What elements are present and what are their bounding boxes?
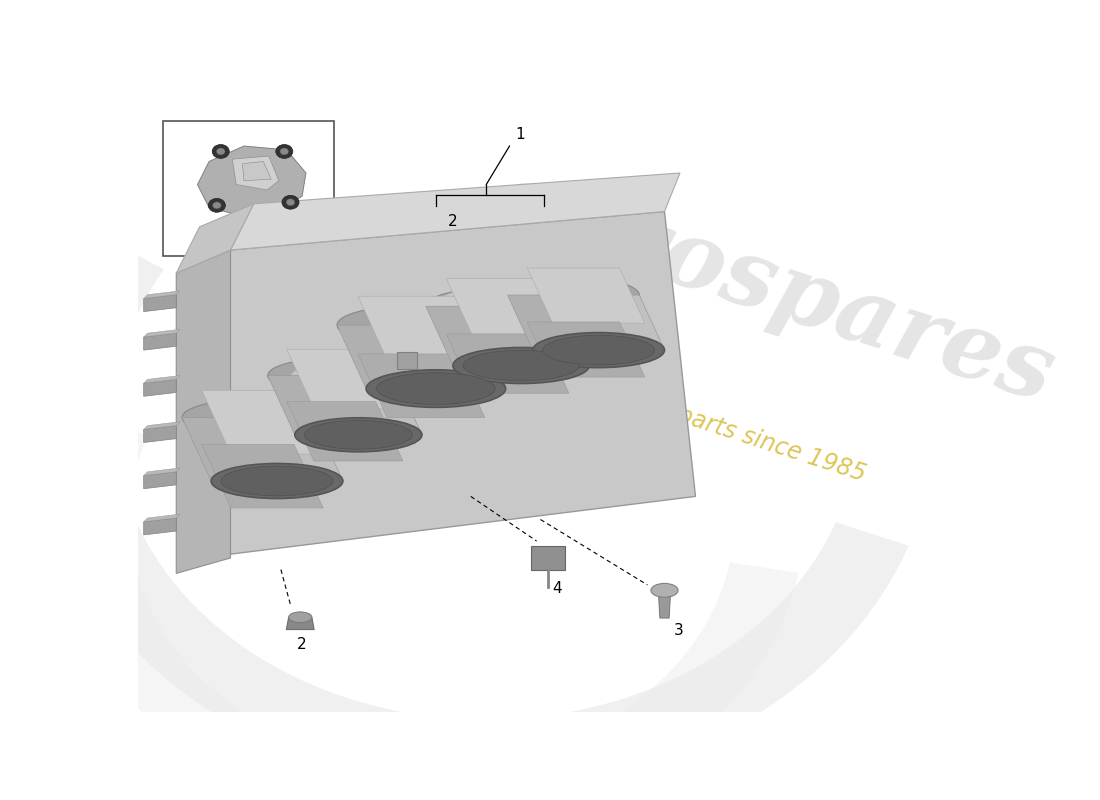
Ellipse shape [288, 612, 312, 622]
Polygon shape [144, 468, 180, 476]
Polygon shape [144, 426, 176, 442]
Polygon shape [199, 211, 695, 558]
Ellipse shape [280, 148, 288, 155]
Polygon shape [144, 518, 176, 535]
Polygon shape [144, 379, 176, 396]
Text: 1: 1 [516, 127, 526, 142]
Polygon shape [447, 334, 569, 394]
Polygon shape [144, 375, 180, 383]
Polygon shape [358, 354, 485, 418]
Polygon shape [287, 402, 403, 461]
Ellipse shape [305, 421, 412, 449]
Polygon shape [658, 590, 671, 618]
Ellipse shape [208, 198, 226, 212]
Polygon shape [242, 162, 271, 181]
Ellipse shape [282, 195, 299, 209]
Ellipse shape [453, 347, 590, 383]
Ellipse shape [337, 306, 476, 344]
Polygon shape [337, 325, 436, 389]
Ellipse shape [212, 145, 229, 158]
Ellipse shape [221, 466, 333, 496]
Ellipse shape [295, 418, 422, 452]
Polygon shape [397, 353, 417, 370]
Ellipse shape [507, 278, 639, 313]
Polygon shape [201, 390, 323, 454]
Polygon shape [183, 418, 277, 481]
Polygon shape [573, 295, 664, 350]
Text: 4: 4 [552, 581, 562, 596]
Ellipse shape [651, 583, 678, 598]
Polygon shape [198, 146, 306, 215]
Polygon shape [494, 306, 590, 366]
Ellipse shape [183, 400, 314, 435]
Polygon shape [144, 291, 180, 298]
Ellipse shape [366, 370, 506, 407]
Polygon shape [531, 546, 565, 570]
Text: 3: 3 [674, 623, 683, 638]
Polygon shape [507, 295, 598, 350]
Polygon shape [231, 173, 680, 250]
Ellipse shape [532, 333, 664, 368]
Polygon shape [248, 418, 343, 481]
Polygon shape [350, 302, 415, 414]
Ellipse shape [211, 463, 343, 498]
Polygon shape [144, 422, 180, 430]
Text: eurospares: eurospares [481, 155, 1065, 422]
Ellipse shape [542, 335, 654, 365]
Polygon shape [144, 330, 180, 337]
Polygon shape [60, 414, 799, 800]
Polygon shape [232, 156, 279, 190]
Polygon shape [201, 445, 323, 508]
Ellipse shape [426, 288, 562, 324]
Polygon shape [287, 350, 403, 409]
Text: a passion for parts since 1985: a passion for parts since 1985 [522, 353, 869, 486]
Polygon shape [144, 333, 176, 350]
Polygon shape [144, 472, 176, 489]
Polygon shape [267, 354, 339, 459]
Polygon shape [527, 268, 645, 323]
Polygon shape [358, 296, 485, 360]
Ellipse shape [376, 373, 495, 405]
Polygon shape [176, 250, 231, 574]
Ellipse shape [463, 350, 579, 381]
Polygon shape [515, 274, 579, 343]
Polygon shape [331, 375, 422, 435]
Text: 2: 2 [297, 638, 307, 652]
Ellipse shape [217, 148, 226, 155]
Polygon shape [527, 322, 645, 377]
Polygon shape [286, 618, 315, 630]
Ellipse shape [212, 202, 221, 209]
Polygon shape [36, 234, 909, 789]
Polygon shape [144, 514, 180, 522]
Ellipse shape [276, 145, 293, 158]
Polygon shape [426, 306, 521, 366]
Polygon shape [144, 294, 176, 311]
Polygon shape [428, 284, 501, 366]
Ellipse shape [267, 358, 395, 393]
Ellipse shape [286, 198, 295, 206]
Polygon shape [407, 325, 506, 389]
Polygon shape [176, 204, 254, 273]
Polygon shape [447, 278, 569, 338]
Polygon shape [267, 375, 359, 435]
Text: 2: 2 [448, 214, 458, 229]
Bar [163, 121, 333, 256]
